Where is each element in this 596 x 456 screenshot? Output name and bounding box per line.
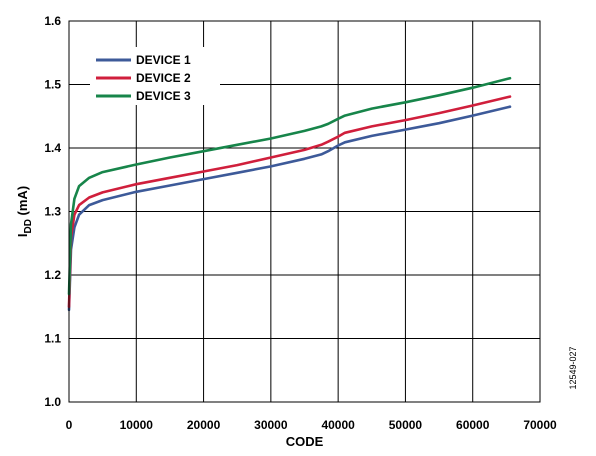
y-tick-label: 1.2 [44,268,61,282]
x-tick-label: 20000 [187,418,221,432]
series-line-device-3 [67,76,512,296]
y-tick-label: 1.3 [44,205,61,219]
legend-label-device-3: DEVICE 3 [136,89,191,103]
x-tick-label: 40000 [321,418,355,432]
y-tick-label: 1.6 [44,14,61,28]
series-line-device-2 [67,95,512,309]
x-tick-label: 30000 [254,418,288,432]
x-tick-label: 60000 [456,418,490,432]
x-tick-label: 50000 [389,418,423,432]
y-tick-label: 1.5 [44,78,61,92]
y-tick-labels: 1.0 1.1 1.2 1.3 1.4 1.5 1.6 [44,14,61,409]
y-axis-title-unit: (mA) [15,186,30,219]
y-axis-title-subscript: DD [23,219,34,233]
plot-frame [68,20,541,403]
y-tick-label: 1.4 [44,141,61,155]
x-tick-label: 70000 [523,418,557,432]
plot-lines [67,76,512,312]
y-axis-title: IDD (mA) [15,186,34,237]
legend-label-device-2: DEVICE 2 [136,71,191,85]
x-tick-label: 0 [66,418,73,432]
legend-label-device-1: DEVICE 1 [136,53,191,67]
y-tick-label: 1.1 [44,332,61,346]
x-axis-title: CODE [286,434,324,449]
x-tick-label: 10000 [120,418,154,432]
x-tick-labels: 0 10000 20000 30000 40000 50000 60000 70000 [66,418,557,432]
series-line-device-1 [67,105,512,312]
legend: DEVICE 1 DEVICE 2 DEVICE 3 [90,47,220,105]
y-tick-label: 1.0 [44,395,61,409]
figure-id: 12549-027 [568,346,578,389]
y-axis-title-main: I [15,234,30,238]
